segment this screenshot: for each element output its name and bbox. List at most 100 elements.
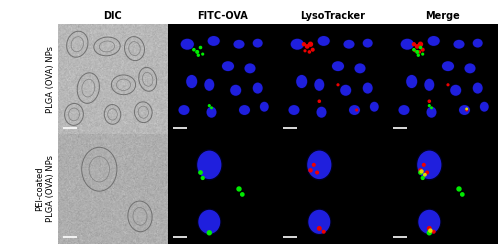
Ellipse shape — [260, 101, 269, 112]
Ellipse shape — [458, 105, 470, 115]
Ellipse shape — [306, 149, 332, 181]
Ellipse shape — [362, 82, 373, 94]
Circle shape — [428, 227, 431, 230]
Ellipse shape — [442, 61, 454, 71]
Circle shape — [302, 43, 306, 46]
Text: DIC: DIC — [103, 11, 122, 21]
Ellipse shape — [186, 74, 198, 89]
Ellipse shape — [362, 38, 373, 48]
Ellipse shape — [472, 38, 483, 48]
Text: Merge: Merge — [425, 11, 460, 21]
Text: PLGA (OVA) NPs: PLGA (OVA) NPs — [46, 46, 55, 113]
Ellipse shape — [206, 106, 217, 118]
Ellipse shape — [307, 208, 332, 235]
Circle shape — [193, 49, 195, 51]
Ellipse shape — [290, 39, 304, 50]
Ellipse shape — [344, 40, 354, 49]
Ellipse shape — [370, 101, 379, 112]
Circle shape — [418, 54, 420, 56]
Ellipse shape — [424, 79, 434, 91]
Circle shape — [416, 45, 419, 48]
Ellipse shape — [370, 102, 378, 112]
Ellipse shape — [252, 38, 263, 48]
Ellipse shape — [398, 105, 410, 115]
Ellipse shape — [239, 105, 250, 115]
Circle shape — [318, 100, 320, 102]
Circle shape — [412, 43, 416, 46]
Circle shape — [202, 53, 203, 55]
Ellipse shape — [354, 63, 366, 73]
Circle shape — [312, 49, 314, 51]
Ellipse shape — [197, 208, 222, 235]
Text: PEI-coated
PLGA (OVA) NPs: PEI-coated PLGA (OVA) NPs — [36, 156, 55, 222]
Circle shape — [413, 49, 415, 51]
Ellipse shape — [316, 106, 327, 118]
Ellipse shape — [178, 105, 190, 115]
Ellipse shape — [208, 36, 220, 46]
Ellipse shape — [238, 105, 250, 115]
Circle shape — [432, 230, 435, 233]
Ellipse shape — [450, 85, 461, 96]
Ellipse shape — [198, 210, 220, 234]
Circle shape — [208, 231, 212, 235]
Circle shape — [198, 54, 200, 56]
Ellipse shape — [207, 36, 220, 46]
Circle shape — [208, 105, 210, 107]
Ellipse shape — [348, 105, 360, 115]
Circle shape — [420, 170, 423, 173]
Circle shape — [318, 227, 321, 230]
Circle shape — [316, 171, 318, 174]
Circle shape — [460, 193, 464, 196]
Text: LysoTracker: LysoTracker — [300, 11, 365, 21]
Circle shape — [418, 42, 422, 46]
Ellipse shape — [233, 39, 245, 49]
Circle shape — [414, 50, 416, 52]
Circle shape — [422, 177, 424, 179]
Circle shape — [457, 187, 461, 191]
Circle shape — [200, 47, 202, 49]
Ellipse shape — [234, 40, 244, 49]
Ellipse shape — [363, 83, 372, 94]
Ellipse shape — [426, 106, 437, 118]
Ellipse shape — [222, 61, 234, 71]
Ellipse shape — [244, 63, 256, 74]
Circle shape — [308, 42, 312, 46]
Ellipse shape — [222, 61, 234, 72]
Ellipse shape — [204, 78, 214, 91]
Circle shape — [466, 109, 468, 111]
Circle shape — [304, 50, 306, 52]
Ellipse shape — [332, 61, 344, 71]
Ellipse shape — [307, 151, 332, 179]
Ellipse shape — [473, 83, 482, 94]
Circle shape — [447, 84, 449, 86]
Circle shape — [337, 84, 339, 86]
Circle shape — [419, 171, 422, 174]
Ellipse shape — [204, 79, 214, 91]
Ellipse shape — [318, 36, 330, 46]
Ellipse shape — [244, 63, 256, 73]
Ellipse shape — [314, 78, 324, 91]
Ellipse shape — [450, 84, 462, 96]
Ellipse shape — [400, 38, 414, 50]
Ellipse shape — [354, 63, 366, 74]
Ellipse shape — [480, 102, 488, 112]
Ellipse shape — [196, 149, 222, 181]
Circle shape — [426, 171, 428, 174]
Circle shape — [422, 49, 424, 51]
Ellipse shape — [180, 38, 194, 50]
Ellipse shape — [206, 107, 216, 118]
Ellipse shape — [417, 151, 442, 179]
Ellipse shape — [260, 102, 268, 112]
Ellipse shape — [288, 105, 300, 115]
Ellipse shape — [296, 75, 307, 88]
Ellipse shape — [473, 39, 482, 48]
Ellipse shape — [349, 105, 360, 115]
Ellipse shape — [186, 75, 197, 88]
Circle shape — [322, 230, 325, 233]
Circle shape — [196, 51, 198, 53]
Ellipse shape — [453, 39, 465, 49]
Ellipse shape — [308, 210, 330, 234]
Ellipse shape — [252, 82, 263, 94]
Ellipse shape — [442, 61, 454, 72]
Circle shape — [428, 105, 430, 107]
